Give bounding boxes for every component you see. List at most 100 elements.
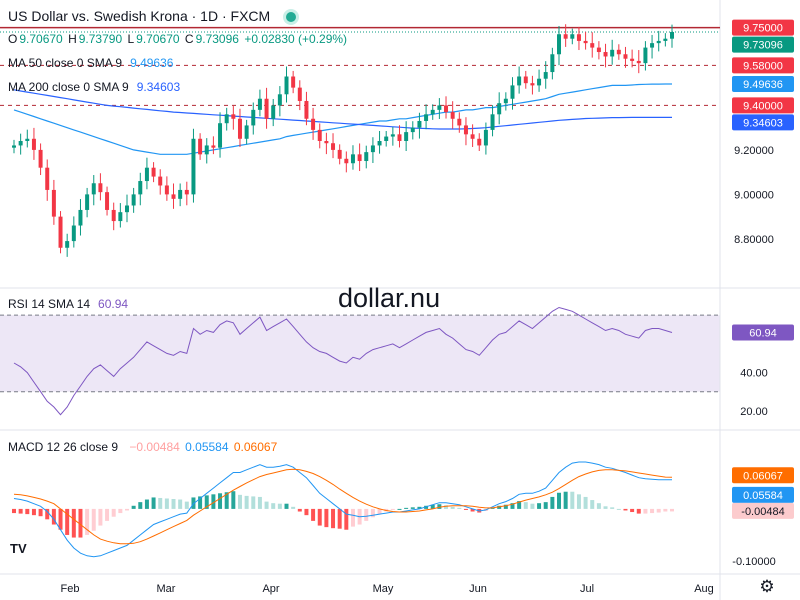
settings-gear-icon[interactable]: ⚙ bbox=[759, 577, 775, 596]
candle-body bbox=[85, 194, 90, 210]
open-label: O bbox=[8, 32, 18, 46]
macd-histogram-bar bbox=[171, 499, 176, 509]
candle bbox=[350, 145, 355, 170]
candle-body bbox=[463, 125, 468, 135]
candle bbox=[550, 47, 555, 80]
macd-histogram-bar bbox=[563, 491, 568, 509]
candle bbox=[18, 133, 23, 155]
candle-body bbox=[483, 129, 488, 146]
price-label-bg bbox=[732, 114, 794, 131]
candle bbox=[397, 125, 402, 148]
macd-histogram-bar bbox=[271, 503, 276, 509]
ma50-legend[interactable]: MA 50 close 0 SMA 9 9.49636 bbox=[8, 56, 175, 70]
candle bbox=[144, 157, 149, 190]
candle-body bbox=[663, 38, 668, 41]
candle-body bbox=[557, 34, 562, 55]
rsi-band bbox=[0, 314, 720, 393]
price-label: 9.73096 bbox=[732, 36, 794, 53]
candle bbox=[31, 127, 36, 160]
macd-histogram-bar bbox=[311, 508, 316, 521]
candle-body bbox=[417, 120, 422, 128]
candle-body bbox=[397, 134, 402, 141]
price-label: 9.49636 bbox=[732, 75, 794, 92]
candle-body bbox=[450, 112, 455, 119]
candle bbox=[477, 133, 482, 152]
candle bbox=[364, 145, 369, 169]
macd-histogram-bar bbox=[630, 508, 635, 513]
candles bbox=[12, 24, 674, 257]
rsi-legend[interactable]: RSI 14 SMA 14 60.94 bbox=[8, 297, 130, 311]
candle-body bbox=[124, 205, 129, 213]
high-value: 9.73790 bbox=[78, 32, 123, 46]
price-label-bg bbox=[732, 19, 794, 36]
candle-body bbox=[656, 40, 661, 44]
macd-tick-label: -0.10000 bbox=[732, 556, 775, 568]
candle-body bbox=[58, 216, 63, 248]
macd-histogram-bar bbox=[224, 492, 229, 509]
price-axis: 9.20000 9.00000 8.80000 40.00 20.00 -0.10000 bbox=[732, 145, 775, 568]
macd-histogram-bar bbox=[636, 508, 641, 514]
candle bbox=[251, 102, 256, 135]
high-label: H bbox=[68, 32, 77, 46]
rsi-line bbox=[13, 306, 673, 416]
macd-signal-line bbox=[13, 468, 673, 545]
candle bbox=[237, 108, 242, 148]
candle bbox=[111, 202, 116, 231]
candle-body bbox=[78, 209, 83, 226]
macd-hist-value: −0.00484 bbox=[129, 440, 180, 454]
macd-histogram-bar bbox=[497, 505, 502, 509]
candle-body bbox=[370, 145, 375, 153]
candle bbox=[430, 104, 435, 120]
candle bbox=[78, 199, 83, 236]
macd-histogram-bar bbox=[257, 496, 262, 509]
candle bbox=[417, 112, 422, 139]
macd-histogram-bar bbox=[390, 508, 395, 510]
candle bbox=[357, 143, 362, 172]
candle bbox=[530, 75, 535, 95]
macd-histogram-bar bbox=[284, 503, 289, 509]
candle-body bbox=[18, 141, 23, 146]
candle bbox=[71, 216, 76, 248]
macd-histogram-bar bbox=[25, 508, 30, 515]
macd-histogram-bar bbox=[364, 508, 369, 521]
macd-histogram-bar bbox=[437, 504, 442, 509]
candle-body bbox=[131, 194, 136, 206]
macd-histogram-bar bbox=[85, 508, 90, 535]
candle-body bbox=[430, 109, 435, 115]
macd-histogram-bar bbox=[151, 497, 156, 509]
candle bbox=[344, 151, 349, 173]
candle bbox=[583, 31, 588, 50]
macd-histogram-bar bbox=[304, 508, 309, 516]
price-label-text: 9.40000 bbox=[743, 100, 783, 112]
candle-body bbox=[111, 209, 116, 222]
candle-body bbox=[171, 194, 176, 199]
time-tick-label: Jul bbox=[580, 583, 594, 595]
price-label-bg bbox=[732, 36, 794, 53]
macd-histogram-bar bbox=[410, 507, 415, 509]
macd-histogram-bar bbox=[610, 507, 615, 509]
tradingview-logo-icon[interactable]: TV bbox=[10, 541, 27, 556]
candle-body bbox=[404, 132, 409, 141]
macd-histogram-bar bbox=[557, 492, 562, 509]
candle-body bbox=[337, 149, 342, 159]
macd-histogram-bar bbox=[138, 502, 143, 509]
price-label-text: 9.34603 bbox=[743, 117, 783, 129]
candle-body bbox=[670, 32, 674, 39]
ma50-value: 9.49636 bbox=[130, 56, 174, 70]
macd-histogram-bar bbox=[650, 508, 655, 514]
candle-body bbox=[616, 49, 621, 55]
candle bbox=[570, 28, 575, 45]
moving-averages bbox=[13, 83, 672, 155]
ma200-legend[interactable]: MA 200 close 0 SMA 9 9.34603 bbox=[8, 80, 182, 94]
time-tick-label: Mar bbox=[157, 583, 176, 595]
macd-histogram-bar bbox=[623, 508, 628, 511]
price-tick-label: 9.20000 bbox=[734, 145, 774, 157]
price-label-text: 9.58000 bbox=[743, 60, 783, 72]
macd-histogram-bar bbox=[670, 508, 674, 512]
price-label: 9.58000 bbox=[732, 57, 794, 74]
macd-histogram-bar bbox=[317, 508, 322, 526]
macd-legend[interactable]: MACD 12 26 close 9 −0.00484 0.05584 0.06… bbox=[8, 440, 279, 454]
symbol-title[interactable]: US Dollar vs. Swedish Krona · 1D · FXCM bbox=[8, 8, 298, 24]
candle bbox=[610, 39, 615, 65]
